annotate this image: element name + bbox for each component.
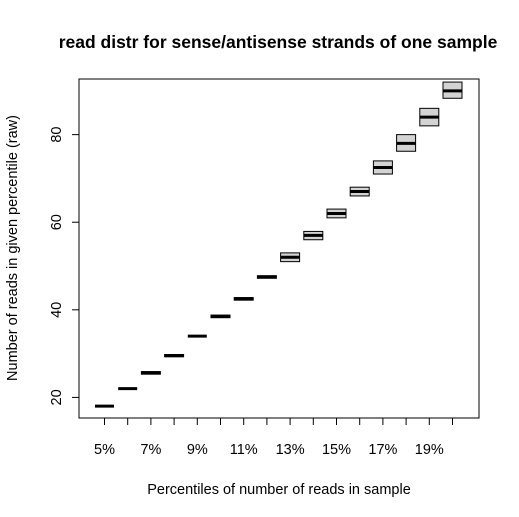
box-20% [442,81,463,99]
box-11% [233,297,254,301]
x-axis-label: Percentiles of number of reads in sample [147,482,411,498]
box-18% [396,134,417,152]
x-tick-label: 17% [368,442,397,458]
chart-title: read distr for sense/antisense strands o… [59,32,498,52]
box-16% [349,186,370,197]
y-tick-label: 40 [49,302,65,318]
box-12% [256,275,277,279]
box-7% [140,371,161,375]
x-tick-label: 5% [94,442,115,458]
x-tick-label: 15% [322,442,351,458]
x-tick-label: 19% [415,442,444,458]
x-tick-label: 11% [230,442,258,458]
box-17% [372,160,393,175]
box-10% [210,314,231,319]
x-axis: 5% 7% 9% 11% 13% 15% 17% 19% [94,418,453,458]
y-tick-label: 80 [49,127,65,143]
x-tick-label: 9% [187,442,208,458]
box-14% [303,230,324,241]
plot-frame [78,78,480,419]
x-tick-label: 7% [140,442,161,458]
box-13% [280,252,301,263]
box-15% [326,208,347,219]
x-tick-label: 13% [276,442,305,458]
box-8% [164,353,185,358]
y-tick-label: 60 [49,214,65,230]
y-axis-label: Number of reads in given percentile (raw… [5,115,21,381]
box-19% [419,107,440,127]
y-axis: 20 40 60 80 [49,127,79,405]
boxes-group [95,81,463,408]
y-tick-label: 20 [49,389,65,405]
